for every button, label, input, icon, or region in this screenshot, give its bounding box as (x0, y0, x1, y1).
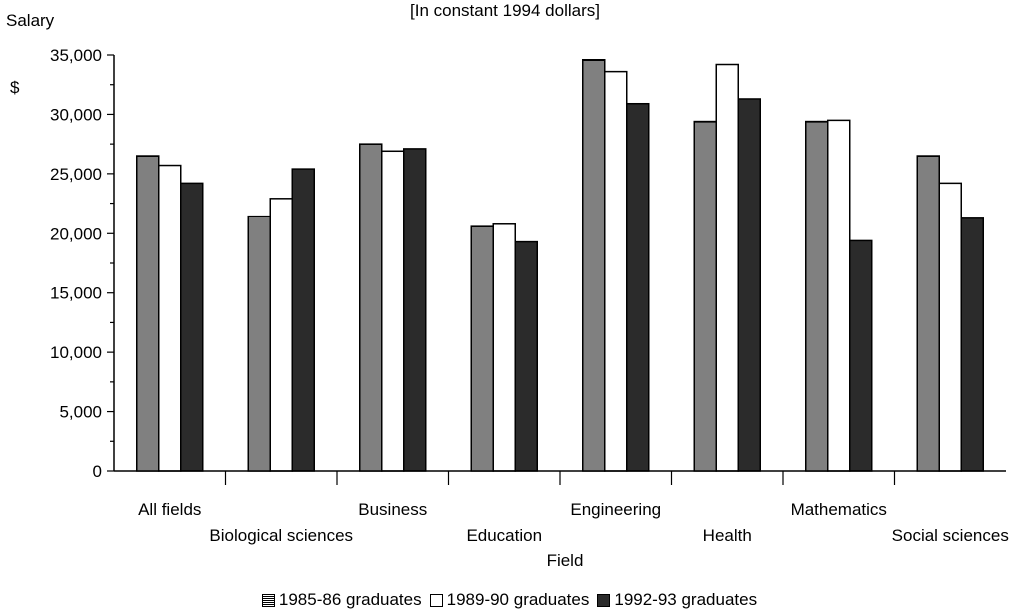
y-tick-label: 0 (93, 462, 102, 481)
y-tick-label: 30,000 (50, 105, 102, 124)
axes-group (107, 54, 1006, 485)
bar-1985-86 (916, 155, 940, 472)
legend-label: 1989-90 graduates (446, 590, 590, 609)
bar-1985-86 (693, 120, 717, 472)
legend-label: 1992-93 graduates (614, 590, 758, 609)
bar-1989-90 (158, 164, 182, 472)
bar-1992-93 (626, 102, 650, 472)
x-tick-label: Mathematics (791, 500, 887, 519)
bar-1989-90 (604, 70, 628, 472)
bar-1985-86 (805, 120, 829, 472)
chart-title: [In constant 1994 dollars] (410, 1, 600, 20)
legend-item-1989-90: 1989-90 graduates (429, 590, 590, 610)
bar-1989-90 (938, 182, 962, 472)
x-tick-label: Biological sciences (209, 526, 353, 545)
x-tick-label: Health (703, 526, 752, 545)
bar-1985-86 (470, 225, 494, 472)
y-tick-label: 25,000 (50, 165, 102, 184)
bar-1985-86 (247, 215, 271, 472)
bars-group (136, 59, 984, 472)
legend-label: 1985-86 graduates (278, 590, 422, 609)
legend-swatch-dark (597, 593, 611, 607)
legend-item-1985-86: 1985-86 graduates (261, 590, 422, 610)
y-tick-label: 35,000 (50, 46, 102, 65)
y-tick-label: 15,000 (50, 284, 102, 303)
bar-1989-90 (715, 63, 739, 472)
legend-item-1992-93: 1992-93 graduates (597, 590, 757, 610)
legend-swatch-hatched (261, 593, 275, 607)
bar-1992-93 (514, 240, 538, 472)
bar-1985-86 (136, 155, 160, 472)
bar-1985-86 (359, 143, 383, 472)
y-tick-label: 10,000 (50, 343, 102, 362)
x-tick-label: All fields (138, 500, 201, 519)
bar-1992-93 (180, 182, 204, 472)
bar-1992-93 (291, 168, 315, 472)
bar-chart: [In constant 1994 dollars] Salary $ Fiel… (6, 1, 1009, 570)
bar-1992-93 (737, 98, 761, 472)
legend: 1985-86 graduates 1989-90 graduates 1992… (0, 589, 1019, 611)
bar-1989-90 (381, 150, 405, 472)
bar-1989-90 (269, 198, 293, 472)
bar-1989-90 (492, 223, 516, 472)
x-tick-label: Engineering (570, 500, 661, 519)
x-tick-label: Social sciences (892, 526, 1009, 545)
bar-1985-86 (582, 59, 606, 472)
labels-group: 0 5,000 10,000 15,000 20,000 25,000 30,000 35,0… (50, 46, 1009, 545)
bar-1989-90 (827, 119, 851, 472)
y-tick-label: 5,000 (59, 403, 102, 422)
y-axis-title: Salary (6, 11, 55, 30)
x-tick-label: Education (466, 526, 542, 545)
bar-1992-93 (960, 217, 984, 472)
x-tick-label: Business (358, 500, 427, 519)
x-axis-title: Field (547, 551, 584, 570)
y-axis-unit: $ (10, 78, 20, 97)
bar-1992-93 (403, 148, 427, 472)
y-tick-label: 20,000 (50, 224, 102, 243)
bar-1992-93 (849, 239, 873, 472)
legend-swatch-white (429, 593, 443, 607)
